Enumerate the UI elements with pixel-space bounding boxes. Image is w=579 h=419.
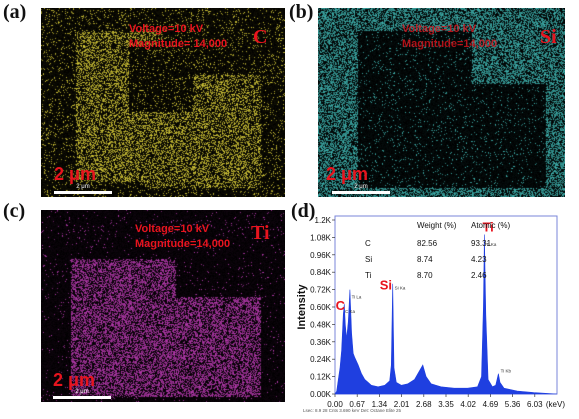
element-peak-label: Si	[380, 278, 392, 293]
y-tick-label: 0.84K	[310, 268, 332, 277]
panel-label-b: (b)	[289, 1, 314, 23]
eds-spectrum-svg: 0.00K 0.12K 0.24K 0.36K 0.48K 0.60K 0.72K 0.84K…	[296, 215, 565, 413]
spectrum-footer: Lsec: 8.9 28 Cnts 3.690 keV Det: Octane …	[303, 408, 402, 413]
x-tick-label: 1.34	[372, 400, 388, 409]
x-tick-label: 0.00	[327, 400, 343, 409]
x-unit-label: (keV)	[546, 400, 565, 409]
scale-bar	[54, 191, 112, 194]
voltage-label: Voltage=10 kV	[129, 23, 204, 35]
panel-label-c: (c)	[3, 200, 26, 222]
element-label-ti: Ti	[251, 222, 270, 244]
scale-label-large: 2 μm	[53, 370, 96, 390]
magnitude-label: Magnitude=14,000	[402, 38, 498, 50]
peak-tag: C Ka	[345, 309, 356, 314]
carbon-distribution-image	[41, 8, 285, 197]
voltage-label: Voltage=10 kV	[135, 223, 210, 235]
table-cell: C	[365, 239, 371, 248]
peak-tag: Si Ka	[395, 286, 406, 291]
table-cell: 93.31	[471, 239, 492, 248]
map-b-info: Voltage=10 kV Magnitude=14,000	[402, 22, 497, 52]
table-header: Weight (%)	[417, 221, 457, 230]
peak-tag: Ti La	[352, 294, 362, 299]
table-cell: 2.46	[471, 271, 487, 280]
y-tick-label: 1.08K	[310, 233, 332, 242]
scale-label-small: 2 μm	[75, 389, 89, 395]
eds-map-carbon: Voltage=10 kV Magnitude= 14,000 C 2 μm 2…	[41, 8, 285, 197]
eds-spectrum-chart: 0.00K 0.12K 0.24K 0.36K 0.48K 0.60K 0.72K 0.84K…	[295, 214, 569, 414]
titanium-distribution-image	[41, 210, 285, 402]
scale-label-small: 2 μm	[76, 184, 90, 190]
magnitude-label: Magnitude=14,000	[135, 238, 231, 250]
table-cell: Ti	[365, 271, 372, 280]
table-cell: 4.23	[471, 255, 487, 264]
peak-tag: Ti Ka	[486, 242, 497, 247]
y-tick-label: 0.00K	[310, 390, 332, 399]
element-label-c: C	[253, 26, 268, 48]
y-tick-label: 0.36K	[310, 338, 332, 347]
voltage-label: Voltage=10 kV	[402, 23, 477, 35]
scale-bar	[332, 191, 390, 194]
table-cell: 8.74	[417, 255, 433, 264]
y-tick-label: 0.96K	[310, 251, 332, 260]
map-a-info: Voltage=10 kV Magnitude= 14,000	[129, 22, 227, 52]
element-label-si: Si	[540, 26, 557, 48]
x-tick-label: 2.68	[416, 400, 432, 409]
magnitude-label: Magnitude= 14,000	[129, 38, 228, 50]
spectrum-area	[334, 234, 558, 395]
x-tick-label: 5.36	[505, 400, 521, 409]
element-peak-label: C	[336, 298, 346, 313]
x-tick-label: 0.67	[349, 400, 365, 409]
x-tick-label: 4.69	[483, 400, 499, 409]
element-peak-label: Ti	[482, 220, 493, 235]
y-axis-label: Intensity	[296, 284, 308, 330]
scale-label-large: 2 μm	[326, 164, 369, 184]
scale-label-large: 2 μm	[54, 164, 97, 184]
x-tick-label: 4.02	[460, 400, 476, 409]
plot-frame	[334, 215, 558, 395]
table-header: Atomic (%)	[471, 221, 510, 230]
y-tick-label: 1.2K	[315, 216, 332, 225]
map-c-info: Voltage=10 kV Magnitude=14,000	[135, 222, 230, 252]
x-tick-label: 6.03	[527, 400, 543, 409]
panel-label-d: (d)	[291, 200, 316, 222]
y-tick-label: 0.72K	[310, 286, 332, 295]
table-cell: Si	[365, 255, 372, 264]
scale-bar	[53, 396, 111, 399]
y-tick-label: 0.48K	[310, 320, 332, 329]
x-tick-label: 2.01	[394, 400, 410, 409]
x-tick-label: 3.35	[438, 400, 454, 409]
panel-label-a: (a)	[3, 1, 27, 23]
table-cell: 8.70	[417, 271, 433, 280]
y-tick-label: 0.60K	[310, 303, 332, 312]
peak-tag: Ti Kb	[501, 368, 512, 373]
silicon-distribution-image	[318, 8, 565, 197]
eds-map-titanium: Voltage=10 kV Magnitude=14,000 Ti 2 μm 2…	[41, 210, 285, 402]
scale-label-small: 2 μm	[354, 184, 368, 190]
eds-map-silicon: Voltage=10 kV Magnitude=14,000 Si 2 μm 2…	[318, 8, 565, 197]
table-cell: 82.56	[417, 239, 438, 248]
y-tick-label: 0.12K	[310, 373, 332, 382]
y-tick-label: 0.24K	[310, 355, 332, 364]
